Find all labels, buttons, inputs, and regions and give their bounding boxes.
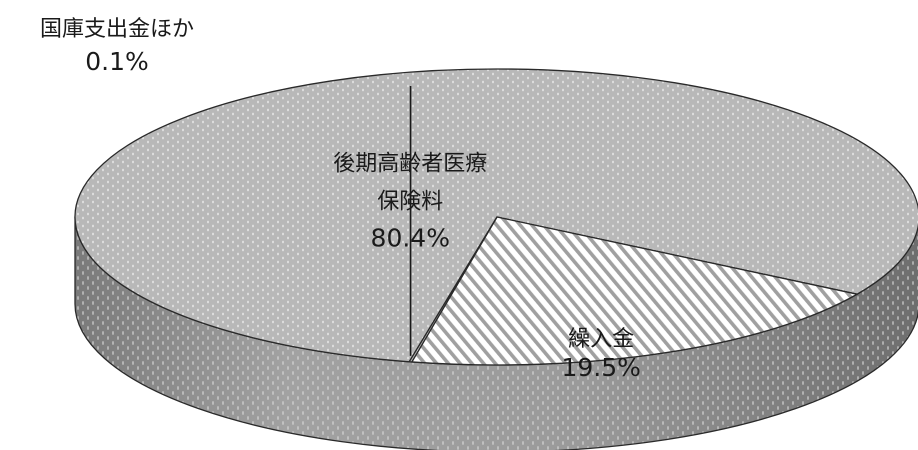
slice-value-3: 0.1% — [85, 47, 149, 76]
pie-slice-3 — [408, 216, 498, 363]
pie-slice-2 — [411, 216, 858, 366]
slice-value-2: 19.5% — [561, 353, 640, 382]
slice-label-2: 繰入金 — [568, 327, 634, 352]
pie-slice-1 — [74, 68, 918, 363]
slice-label-3: 国庫支出金ほか — [40, 17, 194, 42]
